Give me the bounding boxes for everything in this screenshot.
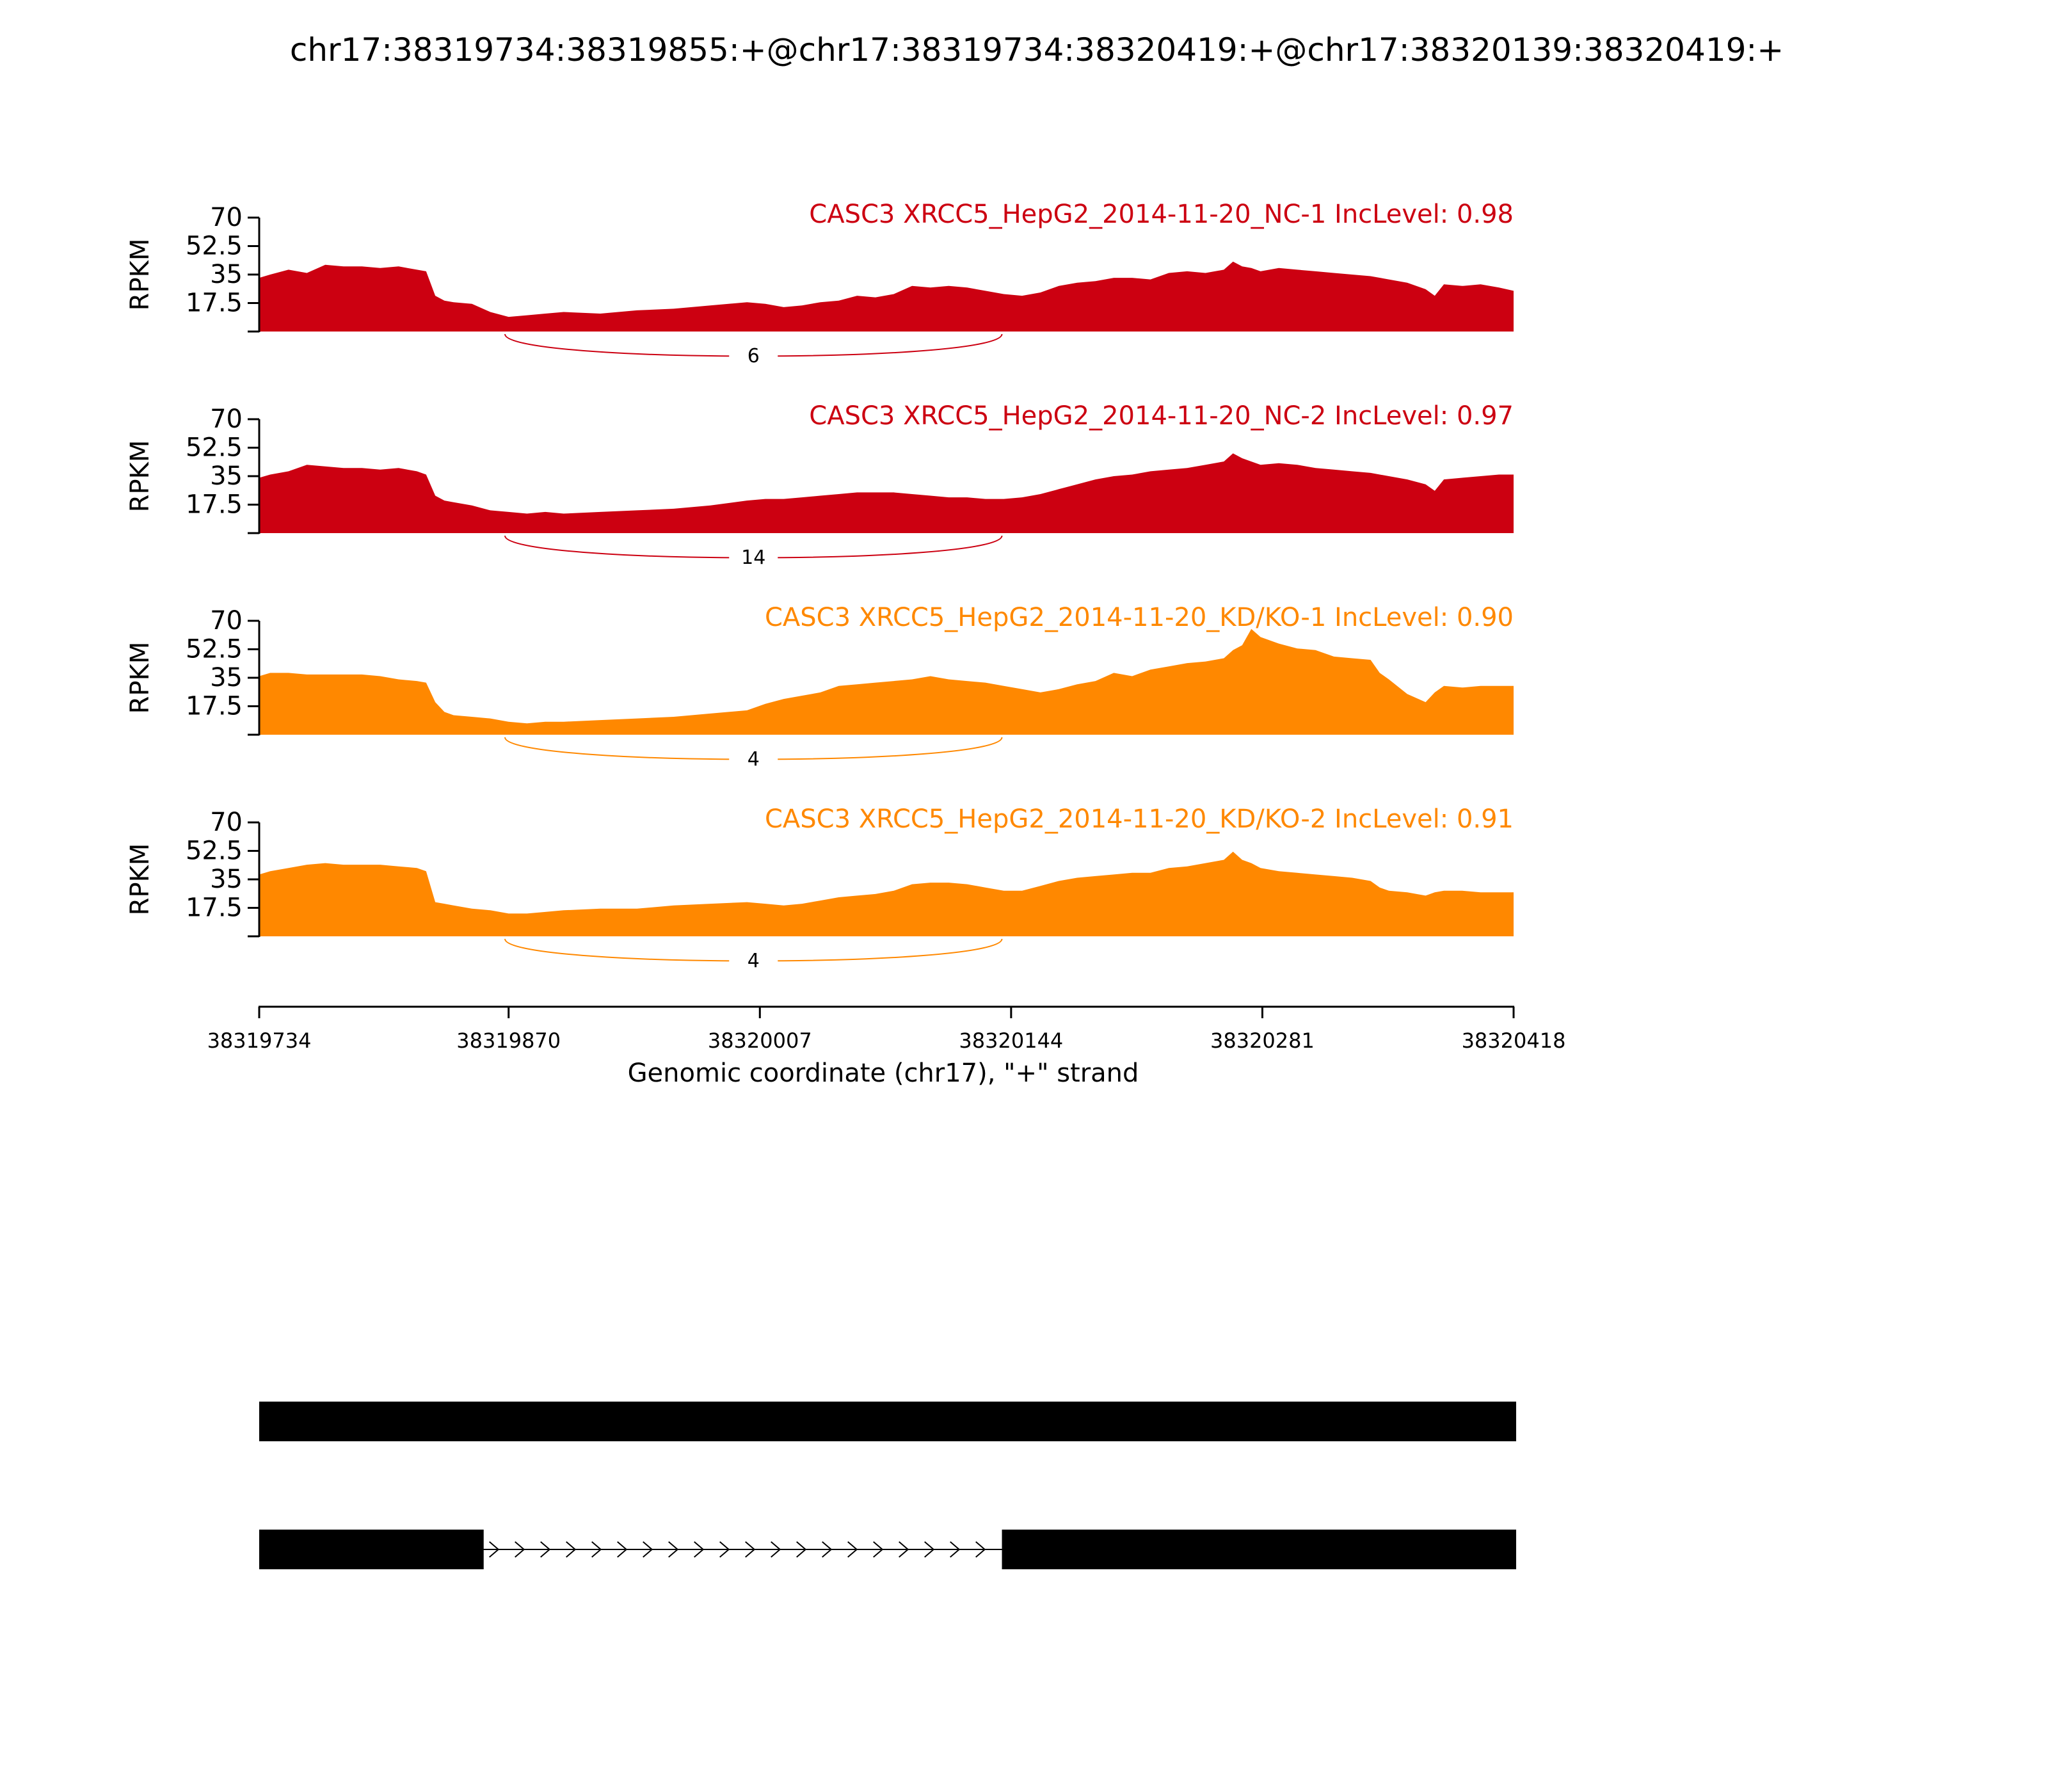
x-axis-label: Genomic coordinate (chr17), "+" strand <box>628 1059 1139 1088</box>
strand-arrow <box>847 1541 858 1558</box>
strand-arrow <box>540 1541 551 1558</box>
junction-label: 14 <box>741 547 765 569</box>
y-tick-label: 35 <box>210 461 243 491</box>
strand-arrow <box>771 1541 781 1558</box>
strand-arrow <box>873 1541 884 1558</box>
exon <box>1002 1530 1516 1569</box>
strand-arrow <box>694 1541 705 1558</box>
y-axis-label: RPKM <box>125 440 155 513</box>
x-tick-label: 38320418 <box>1462 1028 1566 1053</box>
series-title: CASC3 XRCC5_HepG2_2014-11-20_KD/KO-2 Inc… <box>765 804 1514 834</box>
strand-arrow <box>924 1541 935 1558</box>
strand-arrow <box>719 1541 730 1558</box>
junction-label-bg <box>729 950 778 972</box>
gene-model-1 <box>259 1402 1516 1441</box>
junction-label-bg <box>729 547 778 568</box>
strand-arrow <box>668 1541 679 1558</box>
y-tick-label: 17.5 <box>186 893 243 923</box>
y-tick-label: 70 <box>210 606 243 636</box>
strand-arrow <box>489 1541 500 1558</box>
coverage-area <box>259 261 1514 332</box>
y-tick-label: 17.5 <box>186 289 243 318</box>
y-tick-label: 35 <box>210 663 243 692</box>
y-tick-label: 70 <box>210 808 243 837</box>
junction-label: 6 <box>748 345 760 367</box>
strand-arrow <box>515 1541 525 1558</box>
y-tick-label: 70 <box>210 203 243 232</box>
gene-models <box>259 1402 1516 1569</box>
y-axis-label: RPKM <box>125 239 155 311</box>
x-axis: 38319734 38319870 38320007 38320144 38320281… <box>207 1005 1566 1053</box>
x-tick-label: 38320144 <box>959 1028 1063 1053</box>
series-title: CASC3 XRCC5_HepG2_2014-11-20_KD/KO-1 Inc… <box>765 603 1514 632</box>
y-tick-label: 70 <box>210 404 243 434</box>
coverage-area <box>259 453 1514 533</box>
junction-label: 4 <box>748 950 760 972</box>
series-title: CASC3 XRCC5_HepG2_2014-11-20_NC-1 IncLev… <box>809 200 1514 229</box>
junction-label-bg <box>729 748 778 770</box>
y-tick-label: 35 <box>210 865 243 894</box>
gene-model-2 <box>259 1530 1516 1569</box>
y-tick-label: 17.5 <box>186 692 243 721</box>
y-tick-label: 17.5 <box>186 490 243 520</box>
series-title: CASC3 XRCC5_HepG2_2014-11-20_NC-2 IncLev… <box>809 401 1514 431</box>
x-tick-label: 38319734 <box>207 1028 312 1053</box>
junction-label: 4 <box>748 748 760 771</box>
strand-arrow <box>950 1541 961 1558</box>
strand-arrow <box>975 1541 986 1558</box>
strand-arrow <box>796 1541 807 1558</box>
y-tick-label: 52.5 <box>186 635 243 664</box>
strand-arrow <box>643 1541 653 1558</box>
strand-arrow <box>566 1541 577 1558</box>
coverage-area <box>259 851 1514 936</box>
y-tick-label: 35 <box>210 260 243 289</box>
strand-arrow <box>822 1541 833 1558</box>
chart-title: chr17:38319734:38319855:+@chr17:38319734… <box>290 31 1784 68</box>
exon <box>259 1402 1516 1441</box>
strand-arrow <box>899 1541 909 1558</box>
x-tick-label: 38319870 <box>456 1028 561 1053</box>
coverage-area <box>259 628 1514 735</box>
y-axis-label: RPKM <box>125 642 155 714</box>
y-tick-label: 52.5 <box>186 836 243 866</box>
strand-arrow <box>745 1541 756 1558</box>
y-tick-label: 52.5 <box>186 433 243 463</box>
y-tick-label: 52.5 <box>186 232 243 261</box>
junction-label-bg <box>729 345 778 367</box>
x-tick-label: 38320281 <box>1210 1028 1315 1053</box>
x-tick-label: 38320007 <box>708 1028 812 1053</box>
strand-arrow <box>617 1541 628 1558</box>
y-axis-label: RPKM <box>125 844 155 916</box>
exon <box>259 1530 484 1569</box>
strand-arrow <box>591 1541 602 1558</box>
